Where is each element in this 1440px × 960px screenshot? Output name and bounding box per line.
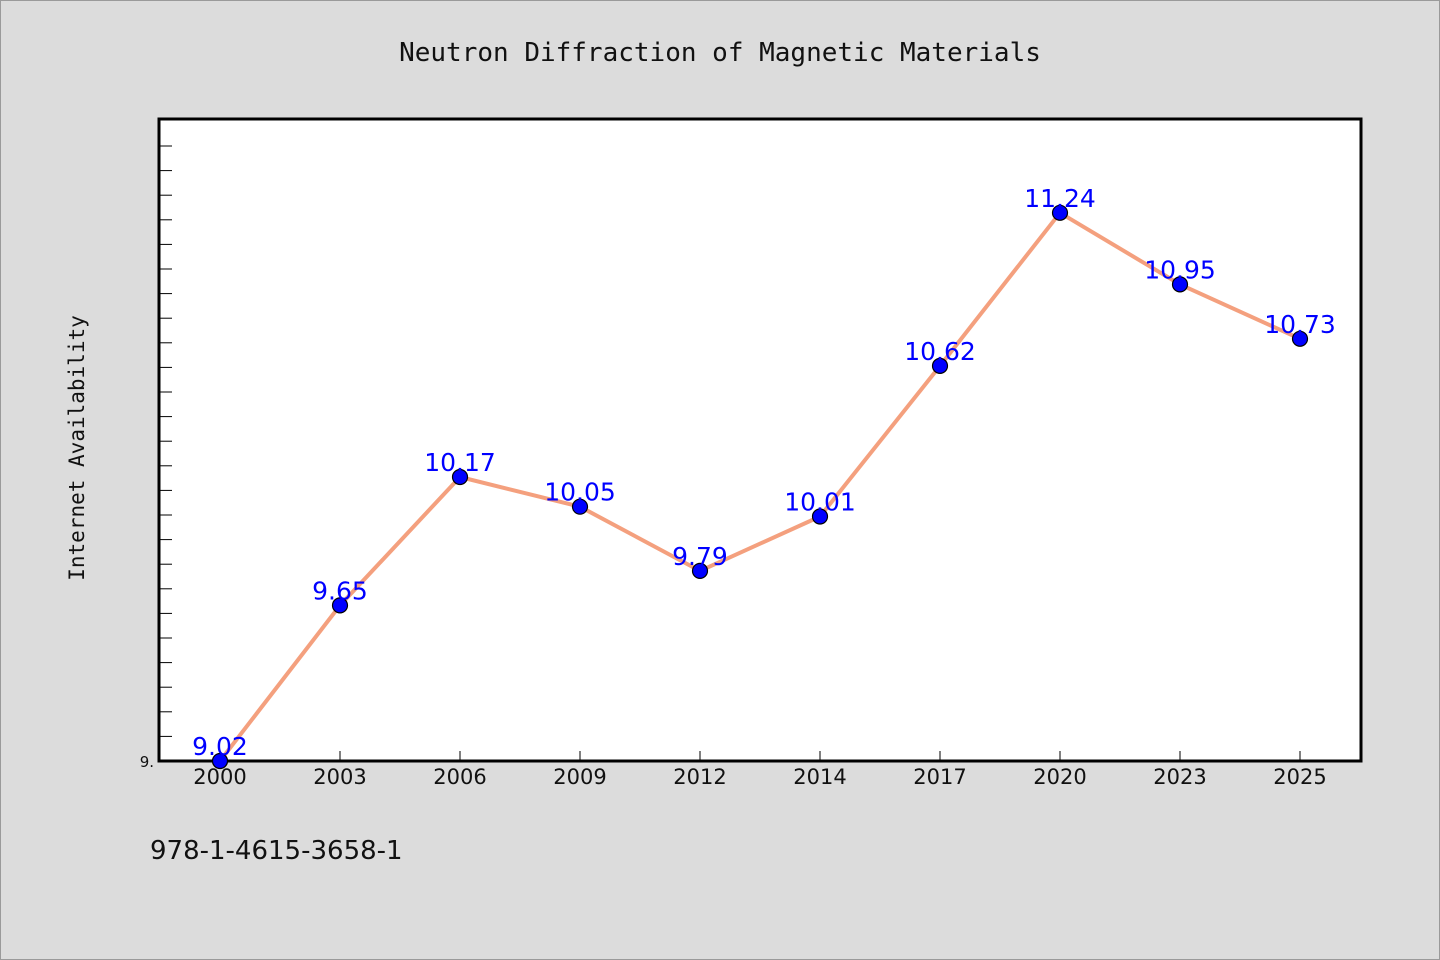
data-label: 10.95 bbox=[1144, 255, 1216, 284]
data-point bbox=[211, 752, 229, 770]
isbn-footer: 978-1-4615-3658-1 bbox=[150, 836, 403, 866]
y-axis-label: Internet Availability bbox=[65, 315, 89, 581]
data-point bbox=[331, 597, 349, 614]
series-layer bbox=[211, 204, 1309, 770]
data-label: 10.73 bbox=[1264, 310, 1336, 339]
data-point bbox=[931, 357, 949, 374]
y-tick-label: 9. bbox=[140, 753, 154, 771]
series-line bbox=[218, 210, 1301, 763]
data-label-layer: 9.02 9.65 10.17 10.05 9.79 10.01 10.62 11.24 10.… bbox=[192, 184, 1336, 761]
chart-title: Neutron Diffraction of Magnetic Material… bbox=[399, 38, 1041, 68]
x-tick-label: 2017 bbox=[913, 765, 966, 789]
x-tick-label: 2012 bbox=[673, 765, 726, 789]
data-label: 9.65 bbox=[312, 576, 368, 605]
data-point bbox=[1051, 204, 1069, 221]
data-point bbox=[811, 508, 829, 525]
data-label: 10.01 bbox=[784, 488, 856, 517]
data-label: 9.79 bbox=[672, 542, 728, 571]
data-point bbox=[451, 468, 469, 486]
data-label: 10.62 bbox=[904, 337, 976, 366]
x-tick-label: 2025 bbox=[1273, 765, 1326, 789]
x-tick-label: 2003 bbox=[313, 765, 366, 789]
x-tick-label: 2006 bbox=[433, 765, 486, 789]
x-tick-label: 2023 bbox=[1153, 765, 1206, 789]
x-axis-ticks: 2000 2003 2006 2009 2012 2014 2017 2020 2023 2025 bbox=[193, 751, 1327, 789]
x-tick-label: 2014 bbox=[793, 765, 846, 789]
x-tick-label: 2020 bbox=[1033, 765, 1086, 789]
data-label: 10.05 bbox=[544, 478, 616, 507]
data-point bbox=[1291, 330, 1309, 347]
data-point bbox=[691, 562, 709, 580]
data-label: 11.24 bbox=[1024, 184, 1096, 213]
y-axis-ticks bbox=[159, 145, 172, 737]
data-label: 9.02 bbox=[192, 732, 248, 761]
data-point bbox=[571, 498, 589, 515]
plot-area bbox=[157, 117, 1363, 763]
data-label: 10.17 bbox=[424, 448, 496, 477]
data-point bbox=[1171, 276, 1189, 293]
x-tick-label: 2009 bbox=[553, 765, 606, 789]
